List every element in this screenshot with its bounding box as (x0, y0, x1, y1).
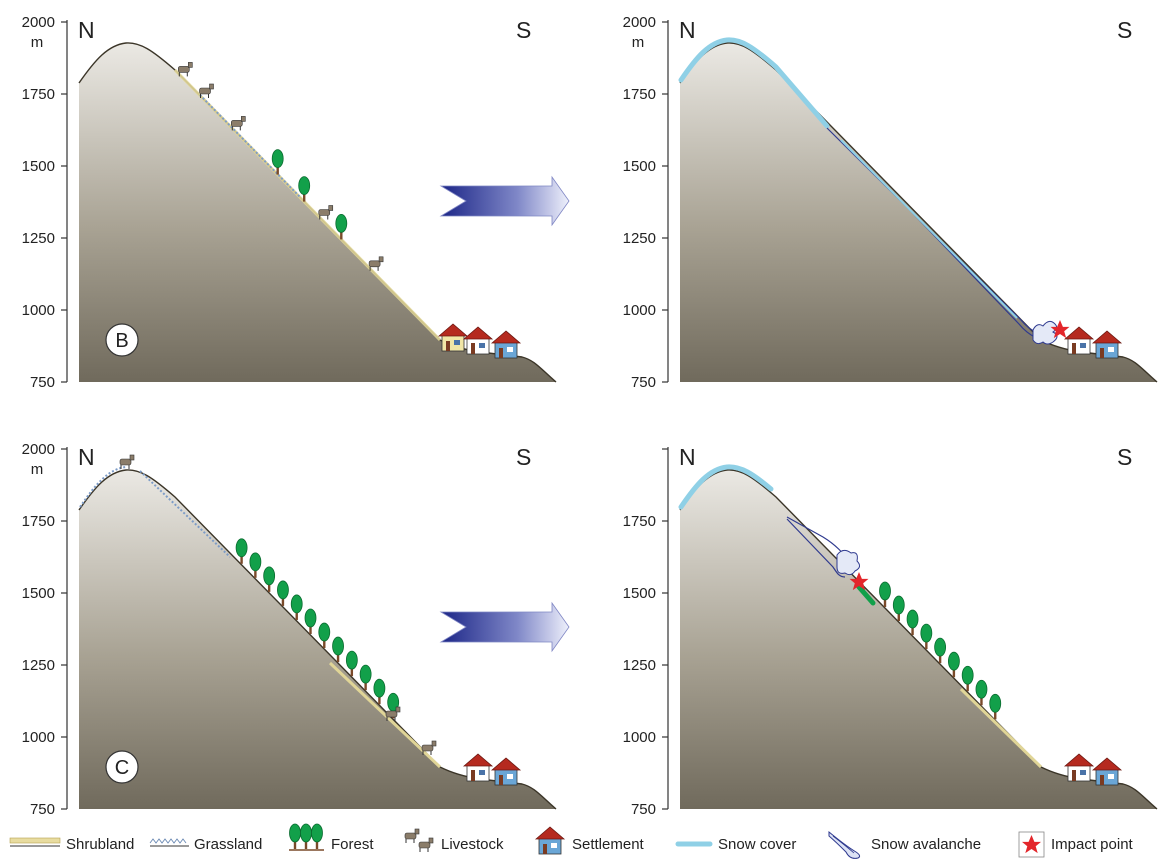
south-label: S (516, 17, 531, 43)
house-icon (1064, 326, 1094, 355)
panel-badge: C (115, 757, 129, 779)
tick-label: 1000 (22, 729, 55, 746)
legend-item-snow-cover: Snow cover (675, 836, 796, 853)
house-icon (1092, 757, 1122, 786)
tick-label: 1250 (22, 230, 55, 247)
panel-B-before: 2000 1750 1500 1250 1000 750 m N S B (22, 14, 557, 391)
transition-arrow-bottom (439, 601, 570, 653)
panel-badge-circle (105, 750, 139, 784)
legend-label-settlement: Settlement (572, 836, 645, 853)
tick-label: 1500 (623, 158, 656, 175)
house-icon (438, 323, 468, 352)
arrow-icon (439, 601, 570, 653)
legend-label-impact-point: Impact point (1051, 836, 1134, 853)
mountain-profile (79, 42, 556, 382)
legend-label-shrubland: Shrubland (66, 836, 134, 853)
tick-label: 2000 (22, 441, 55, 458)
tick-label: 1500 (623, 585, 656, 602)
legend-label-grassland: Grassland (194, 836, 262, 853)
tick-label: 750 (30, 374, 55, 391)
mountain-profile (680, 469, 1157, 809)
snow-cover (678, 464, 774, 510)
tick-label: 1000 (623, 302, 656, 319)
tick-label: 1500 (22, 585, 55, 602)
panel-B-after: 2000 1750 1500 1250 1000 750 m N S (623, 14, 1158, 391)
tick-label: 2000 (22, 14, 55, 31)
tree-icon (289, 823, 323, 850)
snow-avalanche-icon (828, 830, 861, 859)
tick-label: 750 (631, 801, 656, 818)
grassland-icon (149, 838, 187, 844)
avalanche-head (836, 549, 861, 576)
legend-label-livestock: Livestock (441, 836, 504, 853)
south-label: S (1117, 17, 1132, 43)
tick-label: 1250 (623, 657, 656, 674)
tick-label: 1000 (22, 302, 55, 319)
arrow-icon (439, 175, 570, 227)
panel-badge-circle (105, 323, 139, 357)
tick-label: 1250 (623, 230, 656, 247)
house-icon (1092, 330, 1122, 359)
south-label: S (516, 444, 531, 470)
transition-arrow-top (439, 175, 570, 227)
legend-item-shrubland: Shrubland (9, 836, 134, 853)
legend-label-forest: Forest (331, 836, 374, 853)
tick-label: 1000 (623, 729, 656, 746)
panel-badge: B (115, 330, 128, 352)
tick-label: 1750 (22, 513, 55, 530)
shrubland-icon (9, 837, 61, 844)
house-icon (535, 826, 565, 855)
house-icon (1064, 753, 1094, 782)
north-label: N (78, 444, 95, 470)
legend-label-snow-cover: Snow cover (718, 836, 796, 853)
legend-item-snow-avalanche: Snow avalanche (828, 830, 981, 859)
house-icon (463, 326, 493, 355)
livestock-icon (119, 454, 135, 470)
tick-label: 1500 (22, 158, 55, 175)
tick-label: 750 (631, 374, 656, 391)
house-icon (463, 753, 493, 782)
north-label: N (679, 17, 696, 43)
unit-label: m (31, 461, 44, 478)
livestock-icon (404, 828, 434, 853)
tick-label: 750 (30, 801, 55, 818)
legend-item-livestock: Livestock (404, 828, 504, 853)
tick-label: 2000 (623, 14, 656, 31)
house-icon (491, 330, 521, 359)
legend-label-snow-avalanche: Snow avalanche (871, 836, 981, 853)
panel-C-before: 2000 1750 1500 1250 1000 750 m N S C (22, 441, 557, 818)
snow-cover (678, 37, 830, 129)
tick-label: 1750 (623, 86, 656, 103)
mountain-profile (680, 42, 1157, 382)
panel-C-after: 1750 1500 1250 1000 750 N S (623, 444, 1158, 818)
ridge-line (78, 469, 557, 810)
south-label: S (1117, 444, 1132, 470)
unit-label: m (31, 34, 44, 51)
legend: Shrubland Grassland Forest Livestock Set… (9, 823, 1134, 859)
legend-item-settlement: Settlement (535, 826, 645, 855)
unit-label: m (632, 34, 645, 51)
tick-label: 1750 (22, 86, 55, 103)
north-label: N (679, 444, 696, 470)
legend-item-forest: Forest (289, 823, 374, 853)
tick-label: 1250 (22, 657, 55, 674)
avalanche-head (1032, 320, 1058, 345)
north-label: N (78, 17, 95, 43)
house-icon (491, 757, 521, 786)
legend-item-impact-point: Impact point (1018, 831, 1134, 858)
legend-item-grassland: Grassland (149, 836, 262, 853)
mountain-profile (79, 469, 556, 809)
tick-label: 1750 (623, 513, 656, 530)
